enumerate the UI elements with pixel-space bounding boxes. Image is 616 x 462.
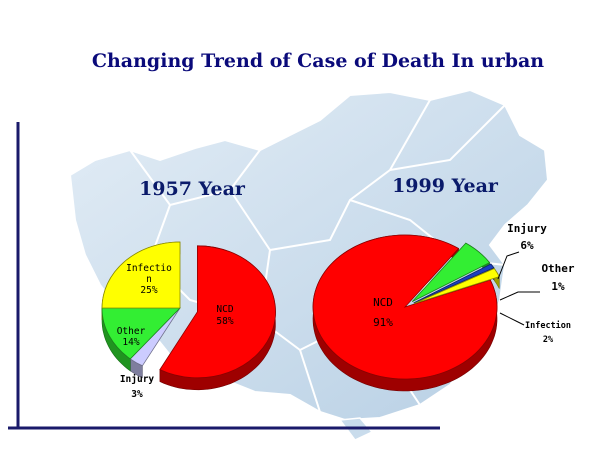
label-1999-infection-value: 2% [543,335,554,345]
pie-1999-labels: NCD 91% Injury 6% Other 1% Infection 2% [373,222,575,345]
pie-1957-infection-slice [101,241,181,309]
pie-1999-injury-slice [411,242,491,302]
year-label-1957: 1957 Year [139,178,246,200]
label-1957-other-value: 14% [122,337,139,348]
label-1957-infection-value: 25% [140,285,157,296]
label-1999-injury-name: Injury [507,222,547,235]
pie-1957-other-slice [101,307,181,360]
label-1957-injury-name: Injury [120,374,155,385]
pie-1999 [312,234,500,392]
pie-1999-ncd-slice [312,234,498,380]
label-1957-infection-line2: n [146,274,152,285]
label-1957-injury-value: 3% [131,389,143,400]
label-1957-other-name: Other [117,326,146,337]
label-1957-ncd-name: NCD [216,304,233,315]
leader-line-other [499,291,540,301]
year-label-1999: 1999 Year [392,175,499,197]
label-1957-infection-line1: Infectio [126,263,172,274]
leader-line-injury [497,251,520,280]
chart-title: Changing Trend of Case of Death In urban [92,50,544,72]
pie-1957-ncd-slice [159,245,276,379]
label-1999-injury-value: 6% [520,239,534,252]
pie-1957-labels: Infectio n 25% Other 14% NCD 58% Injury … [117,263,234,400]
label-1999-other-value: 1% [551,280,565,293]
label-1999-ncd-name: NCD [373,296,393,309]
pie-1999-other-slice [413,263,495,304]
leader-line-infection [499,312,525,326]
label-1999-infection-name: Infection [525,320,571,331]
label-1999-ncd-value: 91% [373,316,393,329]
label-1957-ncd-value: 58% [216,316,233,327]
pie-1999-leader-lines [497,251,540,326]
pie-1957 [101,241,276,391]
label-1999-other-name: Other [541,262,574,275]
